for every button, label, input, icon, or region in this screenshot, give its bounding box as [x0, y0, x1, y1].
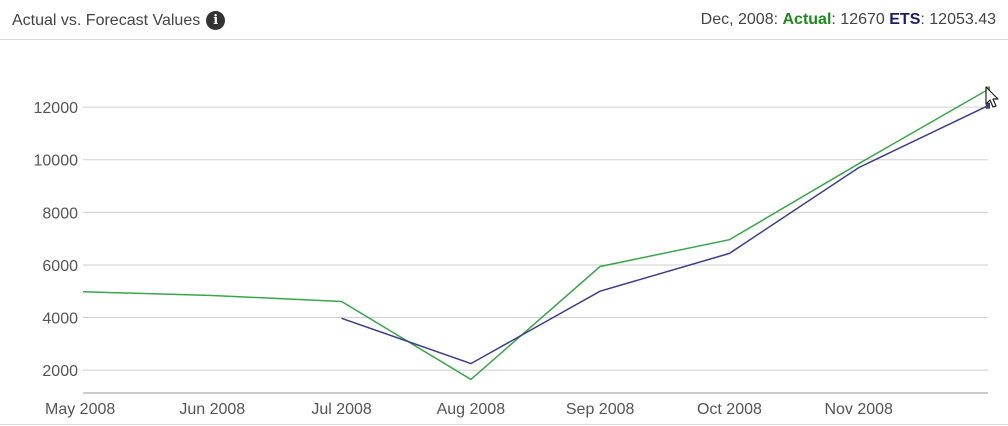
readout-period: Dec, 2008:	[700, 11, 779, 28]
x-tick-label: Sep 2008	[566, 401, 635, 418]
y-tick-label: 2000	[42, 363, 78, 380]
hover-marker-ets	[986, 102, 990, 109]
y-tick-label: 6000	[42, 258, 78, 275]
y-axis-ticks: 2000 4000 6000 8000 10000 12000	[34, 100, 79, 380]
x-tick-label: Oct 2008	[697, 401, 762, 418]
x-tick-label: May 2008	[45, 401, 115, 418]
x-tick-label: Jun 2008	[179, 401, 245, 418]
readout-actual-label: Actual	[782, 11, 832, 28]
series-line-actual	[82, 88, 989, 381]
line-chart[interactable]: 2000 4000 6000 8000 10000 12000 May 2008 Jun 2…	[0, 40, 1008, 424]
series-line-ets	[341, 105, 989, 365]
x-tick-label: Jul 2008	[311, 401, 372, 418]
chart-header: Actual vs. Forecast Values i Dec, 2008: …	[0, 0, 1008, 40]
series-lines	[82, 88, 989, 381]
y-tick-label: 10000	[34, 153, 79, 170]
mouse-pointer-icon	[985, 86, 999, 108]
info-icon[interactable]: i	[206, 11, 226, 30]
x-axis-ticks: May 2008 Jun 2008 Jul 2008 Aug 2008 Sep 2008…	[45, 401, 893, 418]
gridlines	[83, 106, 988, 394]
chart-title: Actual vs. Forecast Values	[12, 11, 201, 29]
x-tick-label: Aug 2008	[437, 401, 506, 418]
x-tick-label: Nov 2008	[824, 401, 893, 418]
y-tick-label: 8000	[42, 205, 78, 222]
y-tick-label: 12000	[34, 100, 79, 117]
hover-readout: Dec, 2008: Actual: 12670 ETS: 12053.43	[701, 11, 996, 29]
chart-bottom-border	[0, 424, 1008, 425]
readout-ets-value: : 12053.43	[920, 11, 996, 28]
readout-actual-value: : 12670	[831, 11, 885, 28]
y-tick-label: 4000	[42, 311, 78, 328]
chart-title-group: Actual vs. Forecast Values i	[12, 11, 226, 30]
readout-ets-label: ETS	[889, 11, 921, 28]
